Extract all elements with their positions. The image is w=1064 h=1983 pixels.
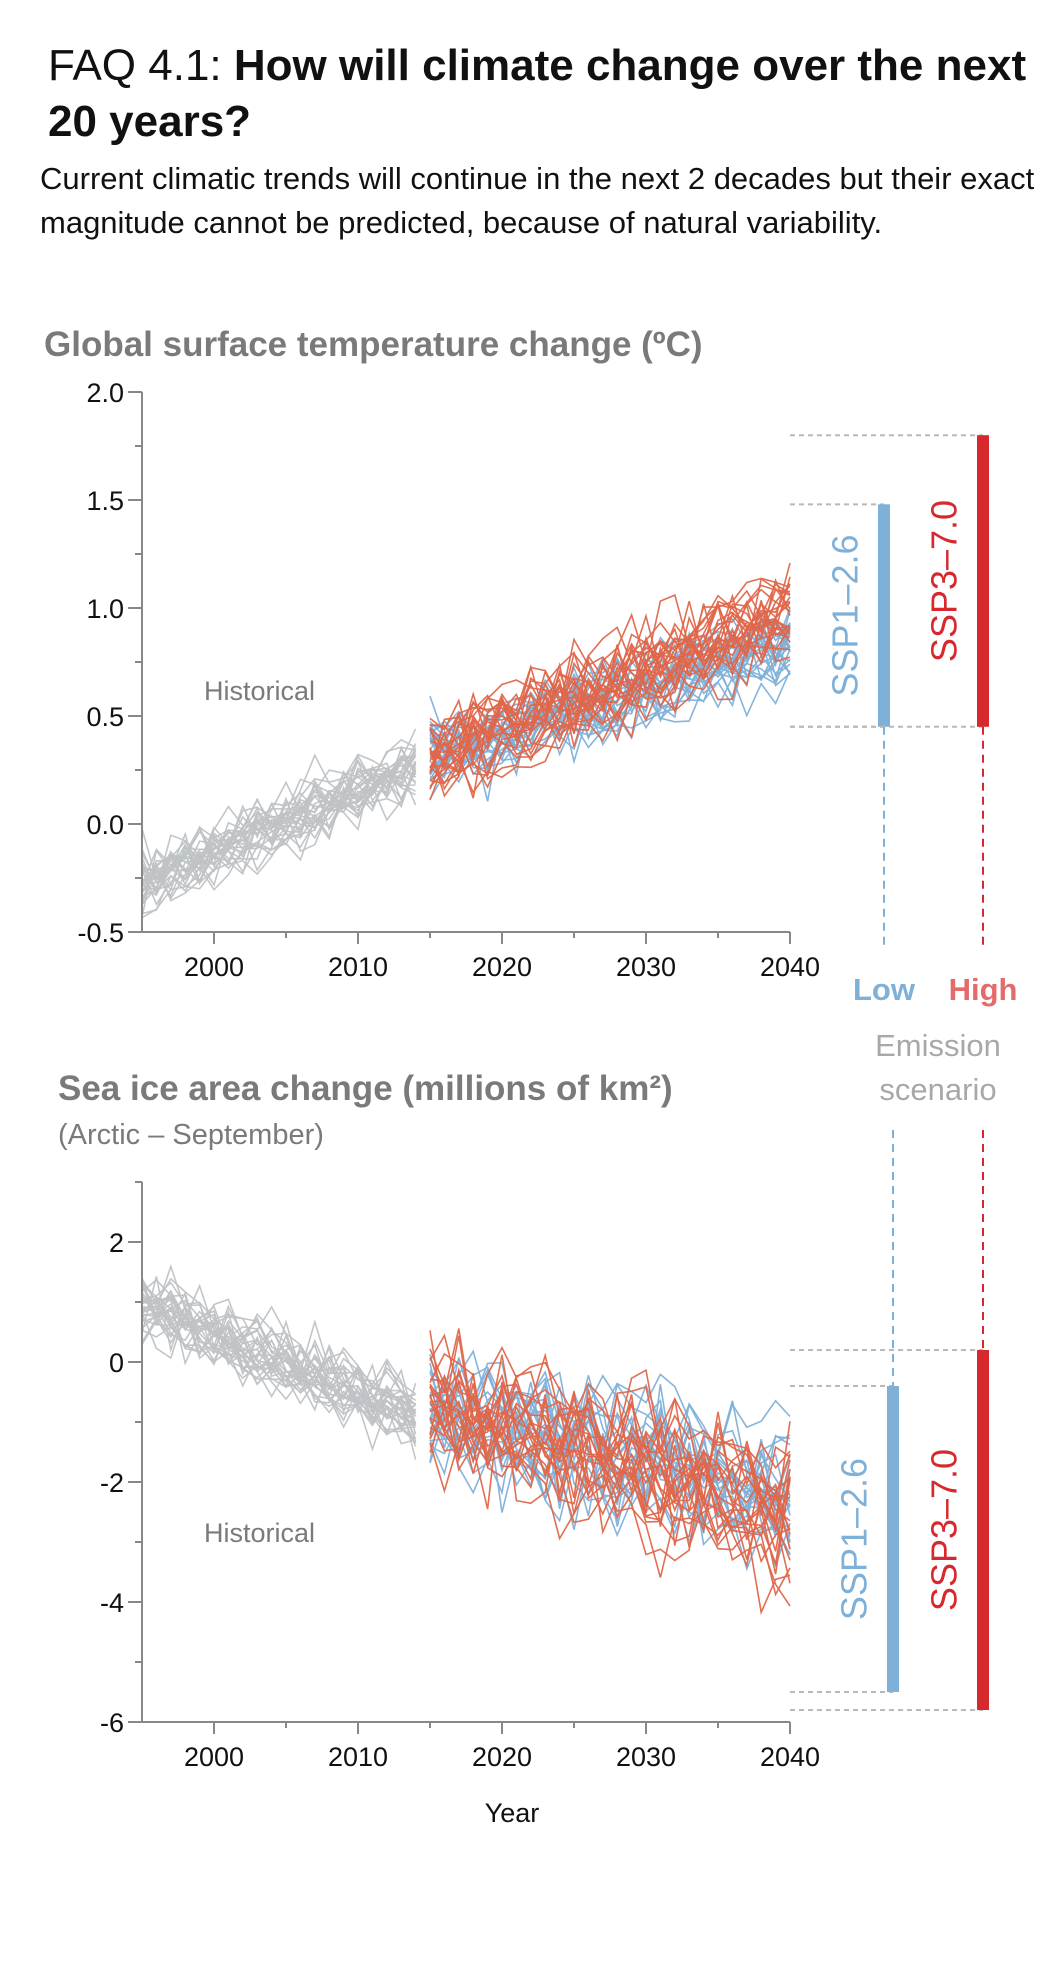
x-tick-label: 2010 [328,1742,388,1772]
x-tick-label: 2010 [328,952,388,982]
ensemble-line-ssp3-7.0 [429,577,791,791]
range-label-ssp1-2.6: SSP1–2.6 [825,534,866,696]
x-tick-label: 2020 [472,1742,532,1772]
ensemble-line-ssp3-7.0 [429,1392,791,1607]
y-tick-label: -6 [100,1708,124,1738]
x-tick-label: 2000 [184,1742,244,1772]
legend-low-label: Low [853,972,916,1007]
page-subtitle: Current climatic trends will continue in… [40,161,1035,240]
legend-high-label: High [949,972,1018,1007]
ensemble-line-historical [141,757,417,886]
historical-annotation: Historical [204,676,315,706]
chart-title: Sea ice area change (millions of km²) [58,1069,673,1108]
y-tick-label: 0.0 [86,810,124,840]
ensemble-line-ssp3-7.0 [429,600,791,754]
range-label-ssp3-7.0: SSP3–7.0 [924,500,965,662]
ensemble-line-ssp3-7.0 [429,625,791,777]
faq-prefix: FAQ 4.1: [48,41,234,90]
chart-title: Global surface temperature change (ºC) [44,325,703,364]
faq-question: How will climate change over the next 20… [48,41,1027,146]
x-tick-label: 2040 [760,952,820,982]
range-bar-ssp1-2.6 [887,1386,899,1692]
ensemble-line-ssp3-7.0 [429,600,791,753]
ensemble-line-ssp3-7.0 [429,1387,791,1584]
chart-subtitle: (Arctic – September) [58,1119,324,1151]
ensemble-line-historical [141,1317,417,1407]
legend-caption-line1: Emission [875,1028,1001,1063]
legend-caption-line2: scenario [879,1072,996,1107]
ensemble-line-historical [141,1281,417,1425]
ensemble-line-ssp1-2.6 [429,655,791,802]
ensemble-line-historical [141,1322,416,1428]
ensemble-line-historical [141,760,417,903]
y-tick-label: 1.5 [86,486,124,516]
range-bar-ssp1-2.6 [878,504,890,727]
ensemble-line-historical [141,1286,417,1415]
y-tick-label: 2 [109,1228,124,1258]
ensemble-line-ssp3-7.0 [429,1352,791,1516]
ensemble-line-ssp3-7.0 [429,619,791,771]
ensemble-line-ssp3-7.0 [429,1357,791,1515]
y-tick-label: -0.5 [77,918,124,948]
ensemble-line-historical [141,1307,416,1445]
range-label-ssp3-7.0: SSP3–7.0 [924,1449,965,1611]
y-tick-label: 0.5 [86,702,124,732]
y-tick-label: 2.0 [86,378,124,408]
ensemble-line-historical [141,1310,417,1436]
sea-ice-panel: Sea ice area change (millions of km²) (Ar… [58,1069,989,1828]
ensemble-line-historical [141,1298,416,1424]
y-tick-label: 0 [109,1348,124,1378]
ensemble-line-historical [141,1277,417,1435]
page-title: FAQ 4.1: How will climate change over th… [48,38,1048,150]
y-tick-label: 1.0 [86,594,124,624]
ensemble-line-ssp1-2.6 [429,1354,791,1458]
historical-annotation: Historical [204,1518,315,1548]
ensemble-line-historical [141,754,416,898]
x-axis-label: Year [485,1798,540,1828]
ensemble-line-ssp3-7.0 [429,1373,791,1597]
ensemble-line-historical [141,1295,417,1444]
ensemble-line-ssp3-7.0 [429,1379,791,1527]
x-tick-label: 2000 [184,952,244,982]
ensemble-line-ssp3-7.0 [429,644,791,798]
ensemble-line-ssp3-7.0 [429,588,791,774]
ensemble-line-ssp3-7.0 [429,1381,791,1560]
x-tick-label: 2030 [616,952,676,982]
x-tick-label: 2040 [760,1742,820,1772]
range-bar-ssp3-7.0 [977,435,989,727]
ensemble-line-historical [141,763,417,901]
temperature-panel: Global surface temperature change (ºC) -0… [44,325,989,982]
emission-legend: Low High Emission scenario [853,972,1017,1107]
x-tick-label: 2020 [472,952,532,982]
y-tick-label: -2 [100,1468,124,1498]
y-tick-label: -4 [100,1588,124,1618]
range-bar-ssp3-7.0 [977,1350,989,1710]
ensemble-line-ssp1-2.6 [429,632,791,762]
range-label-ssp1-2.6: SSP1–2.6 [834,1458,875,1620]
ensemble-line-ssp3-7.0 [429,1328,791,1487]
ensemble-line-ssp3-7.0 [430,1388,791,1561]
ensemble-line-ssp3-7.0 [429,620,791,801]
x-tick-label: 2030 [616,1742,676,1772]
ensemble-line-ssp3-7.0 [429,1404,791,1575]
